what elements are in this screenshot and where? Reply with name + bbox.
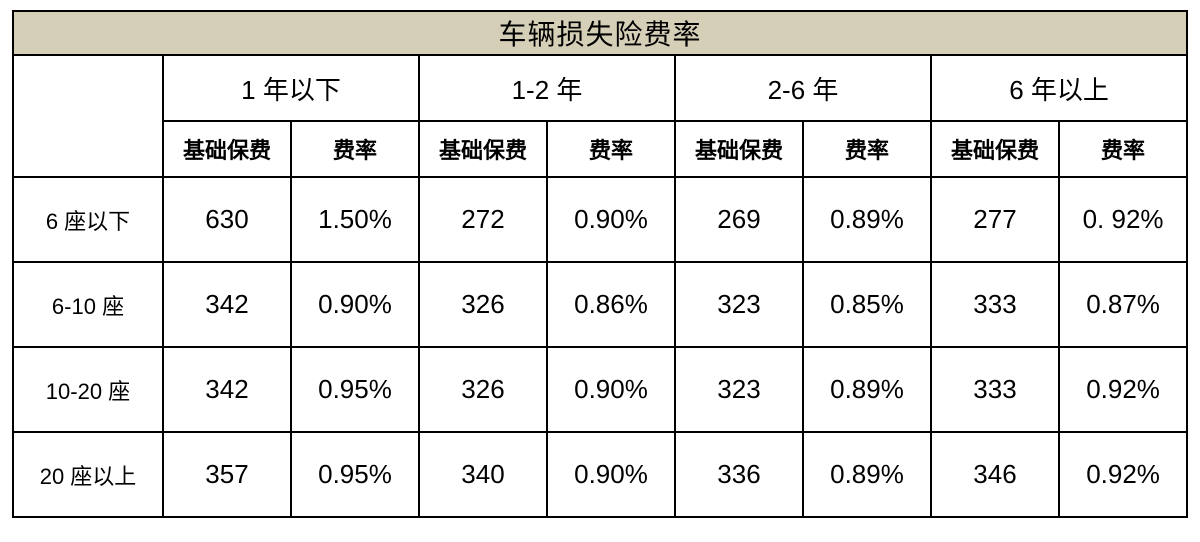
cell-rate: 0.86% xyxy=(547,262,675,347)
cell-rate: 0.87% xyxy=(1059,262,1187,347)
subhead-rate-0: 费率 xyxy=(291,121,419,177)
cell-rate: 0.85% xyxy=(803,262,931,347)
cell-rate: 0.90% xyxy=(547,177,675,262)
cell-rate: 0.89% xyxy=(803,432,931,517)
cell-base: 326 xyxy=(419,262,547,347)
cell-rate: 0.95% xyxy=(291,432,419,517)
cell-base: 272 xyxy=(419,177,547,262)
cell-rate: 0. 92% xyxy=(1059,177,1187,262)
row-label-3: 20 座以上 xyxy=(13,432,163,517)
subhead-base-1: 基础保费 xyxy=(419,121,547,177)
cell-rate: 0.89% xyxy=(803,347,931,432)
title-row: 车辆损失险费率 xyxy=(13,11,1187,55)
period-header-2: 2-6 年 xyxy=(675,55,931,121)
cell-base: 342 xyxy=(163,262,291,347)
cell-base: 630 xyxy=(163,177,291,262)
row-label-1: 6-10 座 xyxy=(13,262,163,347)
cell-base: 346 xyxy=(931,432,1059,517)
period-header-1: 1-2 年 xyxy=(419,55,675,121)
subhead-rate-2: 费率 xyxy=(803,121,931,177)
cell-base: 277 xyxy=(931,177,1059,262)
period-header-3: 6 年以上 xyxy=(931,55,1187,121)
table-row: 10-20 座 342 0.95% 326 0.90% 323 0.89% 33… xyxy=(13,347,1187,432)
subhead-rate-3: 费率 xyxy=(1059,121,1187,177)
table-title: 车辆损失险费率 xyxy=(13,11,1187,55)
cell-base: 323 xyxy=(675,347,803,432)
table-row: 6 座以下 630 1.50% 272 0.90% 269 0.89% 277 … xyxy=(13,177,1187,262)
sub-header-row: 基础保费 费率 基础保费 费率 基础保费 费率 基础保费 费率 xyxy=(13,121,1187,177)
cell-base: 357 xyxy=(163,432,291,517)
subhead-base-0: 基础保费 xyxy=(163,121,291,177)
cell-rate: 0.89% xyxy=(803,177,931,262)
cell-rate: 0.90% xyxy=(291,262,419,347)
cell-rate: 0.95% xyxy=(291,347,419,432)
cell-base: 333 xyxy=(931,262,1059,347)
cell-base: 323 xyxy=(675,262,803,347)
cell-base: 342 xyxy=(163,347,291,432)
cell-rate: 0.90% xyxy=(547,347,675,432)
insurance-rate-table: 车辆损失险费率 1 年以下 1-2 年 2-6 年 6 年以上 基础保费 费率 … xyxy=(12,10,1188,518)
table-row: 6-10 座 342 0.90% 326 0.86% 323 0.85% 333… xyxy=(13,262,1187,347)
cell-rate: 1.50% xyxy=(291,177,419,262)
corner-blank xyxy=(13,55,163,177)
cell-base: 326 xyxy=(419,347,547,432)
cell-base: 340 xyxy=(419,432,547,517)
cell-base: 269 xyxy=(675,177,803,262)
table-row: 20 座以上 357 0.95% 340 0.90% 336 0.89% 346… xyxy=(13,432,1187,517)
row-label-0: 6 座以下 xyxy=(13,177,163,262)
cell-base: 336 xyxy=(675,432,803,517)
row-label-2: 10-20 座 xyxy=(13,347,163,432)
cell-rate: 0.90% xyxy=(547,432,675,517)
period-header-0: 1 年以下 xyxy=(163,55,419,121)
cell-rate: 0.92% xyxy=(1059,432,1187,517)
period-header-row: 1 年以下 1-2 年 2-6 年 6 年以上 xyxy=(13,55,1187,121)
cell-rate: 0.92% xyxy=(1059,347,1187,432)
subhead-base-2: 基础保费 xyxy=(675,121,803,177)
cell-base: 333 xyxy=(931,347,1059,432)
subhead-base-3: 基础保费 xyxy=(931,121,1059,177)
subhead-rate-1: 费率 xyxy=(547,121,675,177)
